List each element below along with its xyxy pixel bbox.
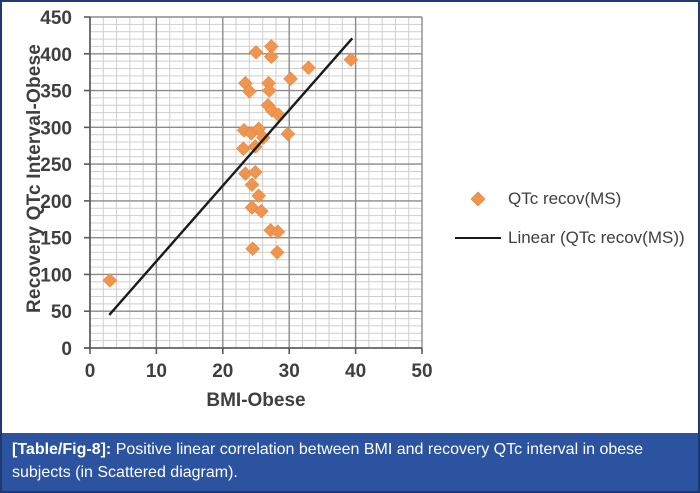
line-marker-icon xyxy=(454,235,502,241)
legend-label-line: Linear (QTc recov(MS)) xyxy=(508,228,685,247)
svg-text:250: 250 xyxy=(40,155,72,176)
svg-text:50: 50 xyxy=(51,302,72,323)
caption-text: Positive linear correlation between BMI … xyxy=(12,441,644,481)
svg-text:0: 0 xyxy=(85,361,96,382)
chart-legend: QTc recov(MS) Linear (QTc recov(MS)) xyxy=(454,187,685,250)
svg-text:100: 100 xyxy=(40,265,72,286)
svg-text:10: 10 xyxy=(146,361,167,382)
svg-text:40: 40 xyxy=(345,361,366,382)
svg-text:0: 0 xyxy=(61,339,72,360)
legend-item-line: Linear (QTc recov(MS)) xyxy=(454,226,685,250)
scatter-chart: 0 10 20 30 40 50 0 50 100 150 200 250 300 350 400 450 R… xyxy=(2,2,698,433)
svg-text:400: 400 xyxy=(40,45,72,66)
svg-text:450: 450 xyxy=(40,8,72,29)
svg-text:300: 300 xyxy=(40,118,72,139)
legend-item-scatter: QTc recov(MS) xyxy=(454,187,685,211)
figure-caption: [Table/Fig-8]: Positive linear correlati… xyxy=(2,433,698,491)
legend-label-scatter: QTc recov(MS) xyxy=(508,189,622,208)
svg-text:200: 200 xyxy=(40,192,72,213)
svg-text:50: 50 xyxy=(411,361,432,382)
svg-text:150: 150 xyxy=(40,229,72,250)
svg-text:30: 30 xyxy=(279,361,300,382)
svg-text:350: 350 xyxy=(40,82,72,103)
diamond-marker-icon xyxy=(454,191,502,207)
caption-tag: [Table/Fig-8]: xyxy=(12,441,112,458)
chart-plot-svg: 0 10 20 30 40 50 0 50 100 150 200 250 300 350 400 450 xyxy=(40,8,432,382)
y-axis-title: Recovery QTc Interval-Obese xyxy=(24,43,45,313)
x-axis-title: BMI-Obese xyxy=(206,390,306,411)
svg-text:20: 20 xyxy=(212,361,233,382)
